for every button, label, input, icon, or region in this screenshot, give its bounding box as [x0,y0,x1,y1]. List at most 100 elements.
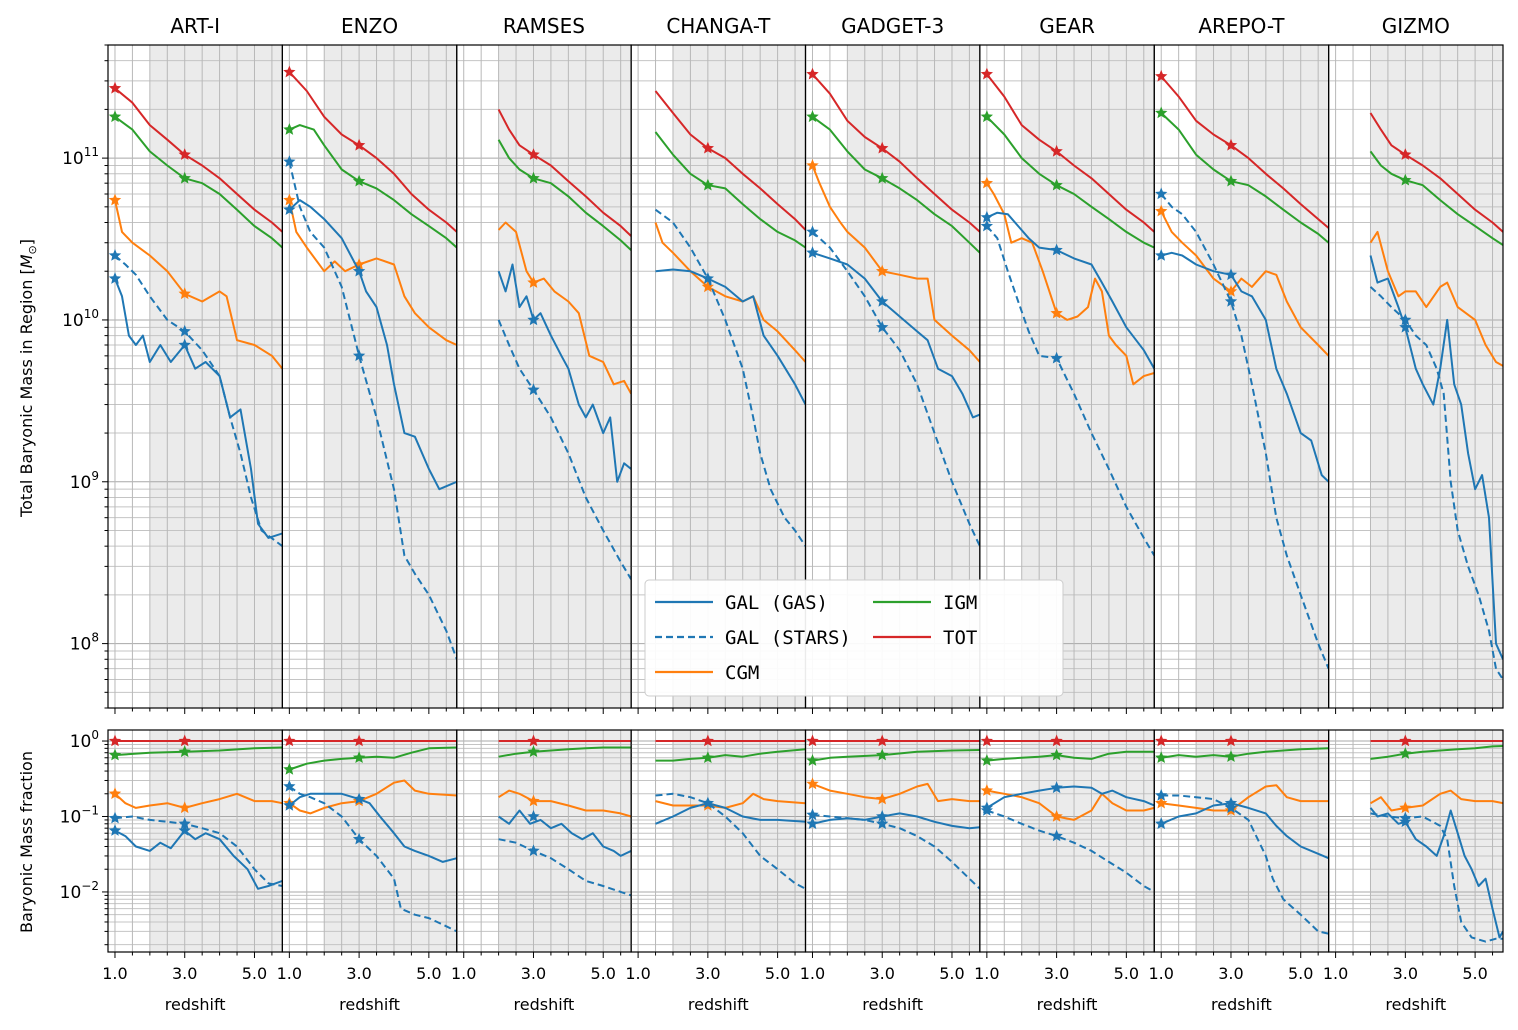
star-marker-tot [1224,138,1238,151]
y-tick-label: 100 [70,728,99,752]
star-marker-gas [108,272,122,284]
x-tick-label: 5.0 [765,964,790,983]
series-line-stars [811,231,980,547]
star-marker-tot [108,734,122,747]
panel-arepo-t: AREPO-T 1.0 3.0 5.0 redshift [1148,14,1330,1014]
x-tick-label: 5.0 [242,964,267,983]
series-line-gas [812,812,980,830]
y-tick-label: 10−2 [60,879,99,903]
series-line-igm [655,748,806,762]
series-line-igm [986,750,1155,762]
series [283,734,457,933]
panel-gear: GEAR 1.0 3.0 5.0 redshift [974,14,1155,1014]
series-line-igm [497,139,632,251]
star-marker-igm [806,110,819,123]
series-line-cgm [1160,210,1329,357]
series-line-gas [1369,807,1503,939]
panel-enzo: ENZO 1.0 3.0 5.0 redshift [277,14,458,1014]
series-line-cgm [497,221,632,395]
x-tick-label: 1.0 [102,964,127,983]
legend-label: TOT [943,627,977,649]
star-marker-gas [178,824,191,836]
star-marker-gas [1050,781,1063,794]
series-line-stars [498,838,632,897]
y-tick-label: 1011 [62,145,99,169]
series-line-cgm [288,779,457,815]
series-line-gas [498,809,632,857]
legend: GAL (GAS) GAL (STARS) CGM IGM TOT [644,579,1064,697]
panel-title: GADGET-3 [841,14,944,38]
star-marker-igm [1155,106,1168,119]
x-tick-label: 5.0 [590,964,615,983]
panel-title: ART-I [170,14,220,38]
star-marker-gas [1399,320,1412,333]
x-tick-label: 1.0 [625,964,650,983]
x-tick-label: 3.0 [172,964,197,983]
star-marker-gas [283,203,296,215]
series-line-gas [114,278,283,539]
star-marker-stars [352,349,366,362]
panel-title: GIZMO [1382,14,1450,38]
star-marker-tot [1050,144,1063,157]
panels: ART-I 1.0 3.0 5.0 redshift ENZO 1.0 3.0 5.0 redsh… [60,14,1504,1014]
star-marker-stars [1224,295,1238,307]
series [980,67,1155,557]
series-line-cgm [114,792,283,809]
star-marker-stars [1155,789,1168,801]
star-marker-stars [352,832,366,845]
series-line-gas [655,802,806,825]
star-marker-igm [876,748,889,761]
star-marker-cgm [178,287,191,300]
star-marker-igm [283,763,296,775]
grid [979,730,1155,952]
star-marker-igm [1050,748,1063,761]
series-line-igm [114,746,283,757]
star-marker-gas [1399,815,1412,828]
series-line-tot [288,71,457,233]
panel-frame [1328,44,1504,709]
star-marker-gas [527,810,540,822]
star-marker-tot [806,734,819,747]
legend-frame [644,579,1064,697]
series-line-igm [654,131,806,249]
star-marker-igm [980,110,993,123]
legend-label: GAL (GAS) [725,592,828,614]
series-line-igm [114,115,283,249]
star-marker-tot [352,734,366,747]
x-tick-label: 1.0 [277,964,302,983]
series [1155,69,1329,670]
x-tick-label: 5.0 [416,964,441,983]
star-marker-stars [876,817,889,830]
star-marker-tot [701,734,714,747]
shaded-region [149,45,283,708]
y-tick-label: 108 [70,631,99,655]
star-marker-cgm [1050,306,1063,319]
series [1369,112,1503,681]
series [108,734,283,890]
star-marker-stars [980,219,993,232]
series-line-igm [1161,747,1329,759]
panel-gadget-3: GADGET-3 1.0 3.0 5.0 redshift [800,14,981,1014]
star-marker-cgm [1155,796,1168,809]
legend-label: CGM [725,662,759,684]
series-line-gas [986,211,1155,370]
series-line-cgm [654,222,806,363]
series-line-tot [811,73,980,233]
star-marker-stars [876,320,889,333]
star-marker-cgm [108,787,122,799]
star-marker-tot [178,148,191,160]
star-marker-cgm [806,159,819,171]
star-marker-tot [980,734,993,747]
star-marker-igm [178,745,191,758]
x-tick-label: 3.0 [346,964,371,983]
series-line-stars [288,785,457,933]
star-marker-igm [1155,751,1168,763]
star-marker-cgm [876,264,889,277]
series-line-gas [288,792,457,863]
series [283,65,457,660]
star-marker-igm [980,754,993,766]
panel-title: RAMSES [503,14,585,38]
star-marker-igm [108,110,122,123]
series-line-tot [497,108,632,237]
panel-title: AREPO-T [1198,14,1285,38]
